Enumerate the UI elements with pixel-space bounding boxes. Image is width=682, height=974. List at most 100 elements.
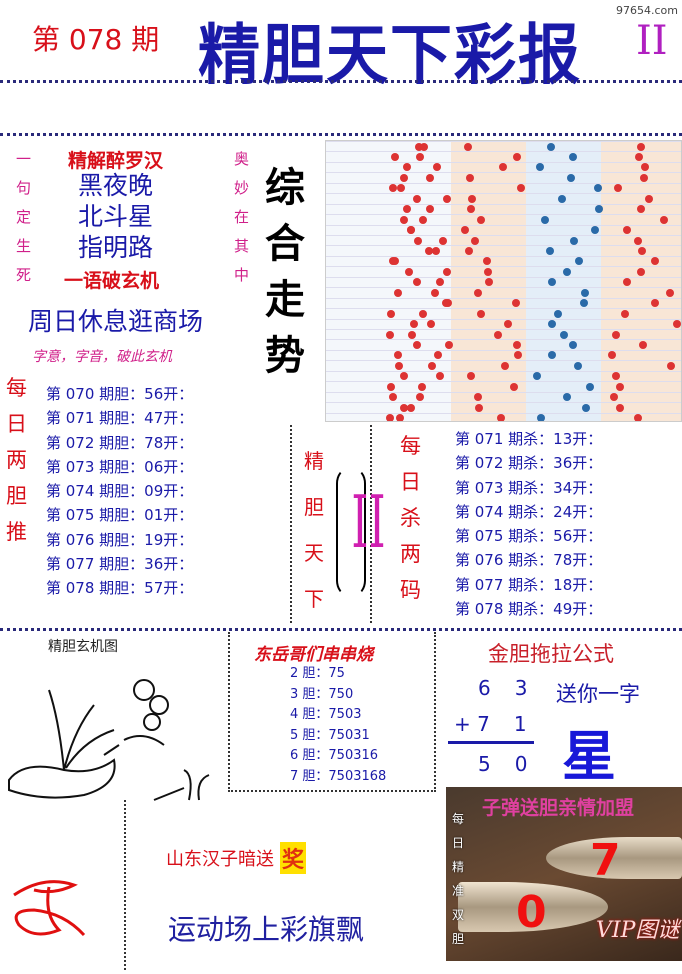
chart-gridline — [326, 391, 681, 393]
chart-gridline — [326, 329, 681, 330]
chart-ball — [503, 320, 512, 329]
chart-ball — [533, 372, 542, 381]
chart-ball — [426, 205, 435, 214]
chart-ball — [399, 215, 408, 224]
chart-ball — [471, 236, 480, 245]
chart-ball — [644, 194, 653, 203]
chart-ball — [387, 382, 396, 391]
chart-ball — [433, 351, 442, 360]
daily-two-vertical: 每日两胆推 — [6, 370, 27, 550]
chart-gridline — [326, 151, 681, 153]
divider — [0, 80, 682, 83]
chart-ball — [610, 393, 619, 402]
char: 胆 — [304, 495, 324, 519]
chart-gridline — [326, 360, 681, 362]
chart-ball — [393, 351, 402, 360]
gift-label: 送你一字 — [556, 682, 640, 706]
chart-ball — [435, 372, 444, 381]
list-item: 6 胆：750316 — [290, 748, 379, 763]
chart-ball — [396, 184, 405, 193]
chart-ball — [548, 351, 557, 360]
chart-ball — [637, 246, 646, 255]
char: 每 — [6, 376, 27, 400]
list-item: 3 胆：750 — [290, 686, 354, 702]
chart-ball — [443, 267, 452, 276]
char: 精 — [304, 449, 324, 473]
list-item: 4 胆：7503 — [290, 707, 362, 722]
chart-ball — [390, 152, 399, 161]
chart-ball — [563, 267, 572, 276]
chart-ball — [548, 278, 557, 287]
list-item: 第 077 期胆：36开： — [46, 555, 194, 574]
chart-ball — [399, 372, 408, 381]
chart-gridline — [326, 172, 681, 174]
chart-ball — [595, 205, 604, 214]
formula-row2: + 7 1 — [454, 712, 527, 736]
chart-ball — [413, 278, 422, 287]
list-item: 第 073 期杀：34开： — [455, 478, 603, 497]
chart-ball — [573, 361, 582, 370]
chart-ball — [407, 330, 416, 339]
char: 死 — [16, 266, 32, 284]
chart-ball — [467, 205, 476, 214]
chart-ball — [634, 236, 643, 245]
char: 势 — [265, 333, 305, 379]
formula-title: 金胆拖拉公式 — [488, 642, 614, 666]
chart-ball — [514, 351, 523, 360]
chart-ball — [558, 194, 567, 203]
char: 其 — [234, 237, 250, 255]
chart-ball — [622, 278, 631, 287]
char: 合 — [265, 221, 305, 267]
char: 日 — [452, 836, 465, 850]
prize-text: 奖 — [280, 842, 307, 874]
chart-ball — [559, 330, 568, 339]
badge-vertical: 精胆天下 — [304, 438, 324, 622]
chart-ball — [413, 340, 422, 349]
daily-kill-list: 第 071 期杀：13开： 第 072 期杀：36开： 第 073 期杀：34开： 第… — [455, 428, 602, 622]
char: 综 — [265, 165, 305, 211]
red-scribble-icon — [13, 880, 86, 937]
chart-ball — [405, 267, 414, 276]
list-item: 第 078 期胆：57开： — [46, 579, 194, 598]
vip-tag: VIP图谜 — [596, 918, 680, 943]
char: 下 — [304, 587, 324, 611]
chart-ball — [616, 382, 625, 391]
chart-gridline — [326, 161, 681, 163]
chart-gridline — [326, 255, 681, 257]
chart-ball — [389, 393, 398, 402]
list-item: 第 072 期杀：36开： — [455, 454, 603, 473]
chart-ball — [640, 163, 649, 172]
chart-ball — [389, 184, 397, 193]
chart-ball — [636, 267, 645, 276]
badge-border — [290, 425, 372, 623]
chart-ball — [473, 288, 482, 297]
chart-ball — [634, 152, 643, 161]
chart-ball — [548, 320, 557, 329]
list-item: 第 071 期杀：13开： — [455, 430, 603, 448]
chart-ball — [461, 226, 470, 235]
digit: 6 — [478, 676, 491, 700]
list-item: 第 070 期胆：56开： — [46, 385, 194, 403]
chart-ball — [540, 215, 549, 224]
skewers-list: 2 胆：75 3 胆：750 4 胆：7503 5 胆：75031 6 胆：750316… — [290, 664, 386, 787]
list-item: 第 073 期胆：06开： — [46, 457, 194, 476]
chart-ball — [569, 152, 578, 161]
chart-gridline — [326, 141, 681, 142]
chart-ball — [439, 236, 448, 245]
chart-ball — [416, 152, 425, 161]
badge-bracket — [336, 468, 366, 596]
chart-ball — [407, 226, 415, 235]
sender-line: 山东汉子暗送 奖 — [166, 842, 307, 874]
chart-gridline — [326, 370, 681, 372]
chart-ball — [387, 309, 396, 318]
chart-ball — [427, 320, 436, 329]
mystery-pic-title: 精胆玄机图 — [48, 639, 118, 655]
chart-ball — [419, 142, 428, 151]
chart-gridline — [326, 214, 681, 216]
char: 日 — [400, 470, 421, 494]
chart-ball — [388, 257, 397, 266]
bullet-number-1: 7 — [590, 835, 621, 886]
riddle-line: 周日休息逛商场 — [28, 307, 204, 336]
chart-ball — [562, 393, 571, 402]
